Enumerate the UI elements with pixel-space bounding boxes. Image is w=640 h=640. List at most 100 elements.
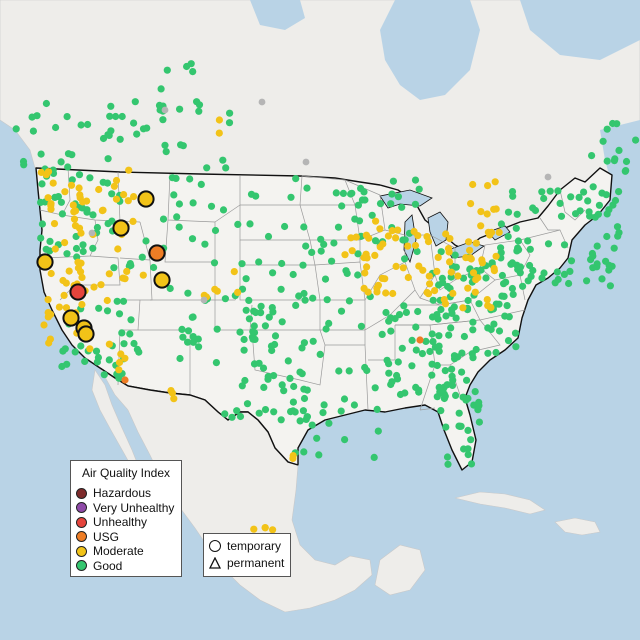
good-monitor-dot[interactable] bbox=[374, 427, 382, 435]
moderate-monitor-dot[interactable] bbox=[90, 283, 98, 291]
good-monitor-dot[interactable] bbox=[503, 302, 511, 310]
moderate-monitor-dot[interactable] bbox=[471, 288, 479, 296]
good-monitor-dot[interactable] bbox=[270, 408, 278, 416]
moderate-monitor-dot[interactable] bbox=[372, 217, 380, 225]
moderate-monitor-dot[interactable] bbox=[384, 232, 392, 240]
moderate-monitor-dot[interactable] bbox=[392, 262, 400, 270]
good-monitor-dot[interactable] bbox=[589, 264, 597, 272]
good-monitor-dot[interactable] bbox=[189, 68, 197, 76]
unknown-monitor-dot[interactable] bbox=[258, 98, 266, 106]
moderate-monitor-dot[interactable] bbox=[446, 258, 454, 266]
good-monitor-dot[interactable] bbox=[38, 220, 47, 228]
good-monitor-dot[interactable] bbox=[337, 407, 345, 415]
moderate-monitor-dot[interactable] bbox=[449, 289, 457, 297]
good-monitor-dot[interactable] bbox=[119, 297, 128, 305]
moderate-monitor-dot[interactable] bbox=[125, 166, 133, 174]
good-monitor-dot[interactable] bbox=[315, 451, 323, 459]
temporary-monitor-moderate[interactable] bbox=[36, 253, 54, 271]
moderate-monitor-dot[interactable] bbox=[67, 181, 76, 189]
moderate-monitor-dot[interactable] bbox=[76, 191, 84, 199]
moderate-monitor-dot[interactable] bbox=[230, 268, 238, 276]
good-monitor-dot[interactable] bbox=[370, 453, 378, 461]
moderate-monitor-dot[interactable] bbox=[110, 182, 118, 190]
moderate-monitor-dot[interactable] bbox=[123, 267, 131, 275]
good-monitor-dot[interactable] bbox=[63, 250, 71, 258]
moderate-monitor-dot[interactable] bbox=[447, 268, 455, 276]
good-monitor-dot[interactable] bbox=[588, 152, 596, 160]
moderate-monitor-dot[interactable] bbox=[347, 234, 355, 242]
good-monitor-dot[interactable] bbox=[609, 119, 617, 128]
good-monitor-dot[interactable] bbox=[498, 271, 506, 280]
moderate-monitor-dot[interactable] bbox=[440, 296, 448, 304]
moderate-monitor-dot[interactable] bbox=[341, 251, 349, 259]
good-monitor-dot[interactable] bbox=[219, 206, 228, 214]
moderate-monitor-dot[interactable] bbox=[477, 222, 485, 230]
good-monitor-dot[interactable] bbox=[401, 255, 409, 263]
good-monitor-dot[interactable] bbox=[391, 315, 399, 323]
moderate-monitor-dot[interactable] bbox=[433, 267, 441, 275]
moderate-monitor-dot[interactable] bbox=[40, 321, 48, 329]
good-monitor-dot[interactable] bbox=[126, 330, 134, 338]
good-monitor-dot[interactable] bbox=[428, 371, 436, 379]
good-monitor-dot[interactable] bbox=[603, 157, 611, 165]
moderate-monitor-dot[interactable] bbox=[376, 225, 384, 233]
good-monitor-dot[interactable] bbox=[280, 387, 288, 395]
moderate-monitor-dot[interactable] bbox=[121, 275, 129, 283]
good-monitor-dot[interactable] bbox=[323, 296, 331, 304]
moderate-monitor-dot[interactable] bbox=[484, 302, 492, 310]
good-monitor-dot[interactable] bbox=[443, 381, 451, 389]
good-monitor-dot[interactable] bbox=[289, 270, 297, 279]
good-monitor-dot[interactable] bbox=[538, 188, 546, 196]
unknown-monitor-dot[interactable] bbox=[302, 158, 310, 166]
good-monitor-dot[interactable] bbox=[348, 189, 356, 197]
moderate-monitor-dot[interactable] bbox=[49, 179, 57, 187]
moderate-monitor-dot[interactable] bbox=[467, 255, 475, 263]
good-monitor-dot[interactable] bbox=[120, 340, 128, 348]
good-monitor-dot[interactable] bbox=[325, 419, 333, 427]
moderate-monitor-dot[interactable] bbox=[105, 270, 113, 278]
temporary-monitor-moderate[interactable] bbox=[153, 271, 171, 289]
good-monitor-dot[interactable] bbox=[159, 116, 167, 124]
good-monitor-dot[interactable] bbox=[184, 338, 192, 346]
good-monitor-dot[interactable] bbox=[57, 158, 65, 166]
moderate-monitor-dot[interactable] bbox=[495, 228, 503, 236]
moderate-monitor-dot[interactable] bbox=[95, 185, 103, 194]
good-monitor-dot[interactable] bbox=[475, 398, 483, 406]
moderate-monitor-dot[interactable] bbox=[75, 224, 84, 232]
good-monitor-dot[interactable] bbox=[444, 282, 452, 291]
moderate-monitor-dot[interactable] bbox=[411, 241, 420, 250]
moderate-monitor-dot[interactable] bbox=[364, 288, 372, 296]
good-monitor-dot[interactable] bbox=[64, 150, 73, 158]
moderate-monitor-dot[interactable] bbox=[103, 296, 111, 305]
moderate-monitor-dot[interactable] bbox=[464, 284, 472, 292]
good-monitor-dot[interactable] bbox=[46, 237, 54, 245]
good-monitor-dot[interactable] bbox=[270, 372, 278, 380]
moderate-monitor-dot[interactable] bbox=[404, 273, 412, 282]
moderate-monitor-dot[interactable] bbox=[170, 395, 178, 403]
good-monitor-dot[interactable] bbox=[341, 436, 349, 444]
good-monitor-dot[interactable] bbox=[106, 112, 114, 120]
good-monitor-dot[interactable] bbox=[172, 174, 180, 182]
moderate-monitor-dot[interactable] bbox=[414, 232, 422, 240]
moderate-monitor-dot[interactable] bbox=[130, 193, 138, 201]
good-monitor-dot[interactable] bbox=[268, 346, 276, 355]
good-monitor-dot[interactable] bbox=[94, 353, 102, 362]
good-monitor-dot[interactable] bbox=[271, 340, 279, 349]
good-monitor-dot[interactable] bbox=[79, 241, 87, 249]
good-monitor-dot[interactable] bbox=[339, 189, 347, 197]
moderate-monitor-dot[interactable] bbox=[487, 228, 496, 236]
good-monitor-dot[interactable] bbox=[622, 157, 631, 166]
moderate-monitor-dot[interactable] bbox=[472, 276, 480, 284]
good-monitor-dot[interactable] bbox=[265, 313, 273, 321]
unknown-monitor-dot[interactable] bbox=[161, 106, 169, 114]
good-monitor-dot[interactable] bbox=[51, 193, 59, 201]
moderate-monitor-dot[interactable] bbox=[434, 253, 442, 261]
good-monitor-dot[interactable] bbox=[170, 191, 178, 199]
good-monitor-dot[interactable] bbox=[546, 187, 554, 195]
good-monitor-dot[interactable] bbox=[412, 346, 420, 354]
good-monitor-dot[interactable] bbox=[554, 275, 562, 284]
good-monitor-dot[interactable] bbox=[133, 130, 141, 138]
good-monitor-dot[interactable] bbox=[415, 388, 423, 396]
good-monitor-dot[interactable] bbox=[130, 119, 138, 127]
moderate-monitor-dot[interactable] bbox=[61, 239, 69, 247]
